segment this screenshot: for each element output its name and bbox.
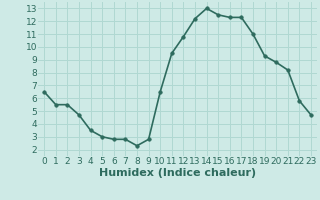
X-axis label: Humidex (Indice chaleur): Humidex (Indice chaleur): [99, 168, 256, 178]
